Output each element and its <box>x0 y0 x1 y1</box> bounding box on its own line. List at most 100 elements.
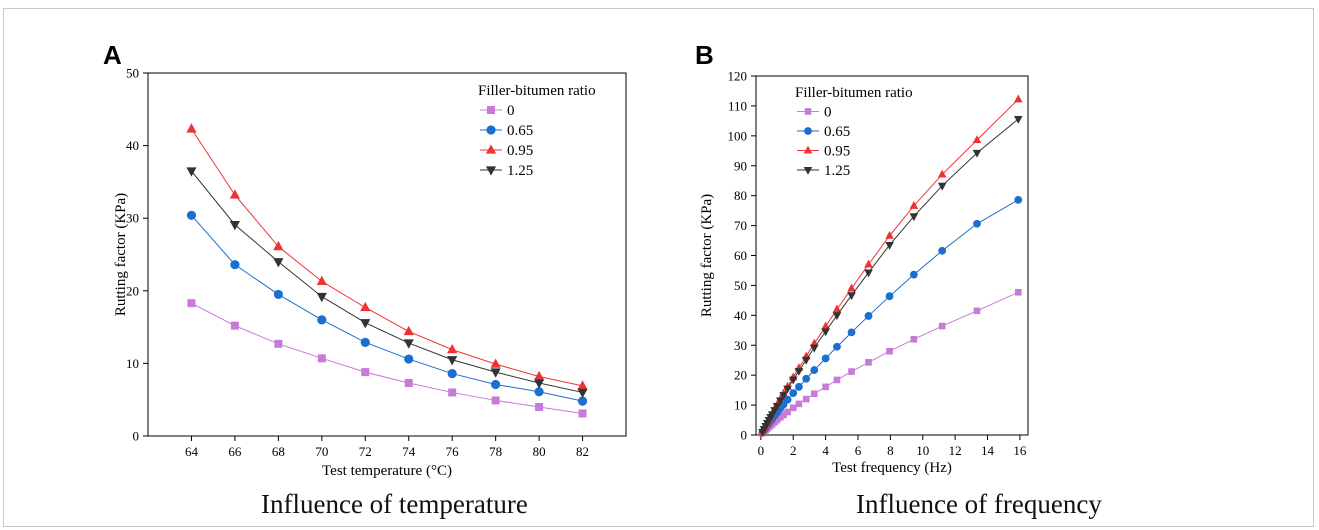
data-point-0.65 <box>821 354 830 363</box>
data-point-1.25 <box>775 397 785 406</box>
y-tick-label: 0 <box>133 429 140 444</box>
panel-b-letter: B <box>695 40 714 70</box>
data-point-0.65 <box>230 260 240 270</box>
y-tick-label: 40 <box>126 138 139 153</box>
data-point-0 <box>973 307 981 315</box>
data-point-0 <box>865 359 872 366</box>
data-point-0 <box>833 376 841 384</box>
data-point-1.25 <box>772 402 782 411</box>
data-point-0 <box>274 339 283 348</box>
data-point-0.65 <box>783 395 792 404</box>
y-tick-label: 80 <box>734 188 747 203</box>
data-point-1.25 <box>577 388 588 399</box>
data-point-1.25 <box>885 241 894 250</box>
legend-marker-1.25 <box>485 166 497 176</box>
legend-label-0: 0 <box>507 103 515 119</box>
data-point-0.95 <box>885 230 894 239</box>
series-line-0.95 <box>762 98 1019 433</box>
data-point-0.95 <box>533 370 545 381</box>
data-point-0 <box>317 354 326 363</box>
data-point-0.95 <box>821 321 830 330</box>
caption-a: Influence of temperature <box>261 489 528 519</box>
caption-b: Influence of frequency <box>856 489 1102 519</box>
x-tick-label: 64 <box>185 444 199 459</box>
data-point-0 <box>784 408 791 416</box>
data-point-0 <box>822 383 829 391</box>
y-tick-label: 100 <box>728 128 748 143</box>
data-point-0 <box>448 388 457 397</box>
x-tick-label: 76 <box>446 444 460 459</box>
x-tick-label: 74 <box>402 444 416 459</box>
x-tick-label: 82 <box>576 444 589 459</box>
data-point-0.95 <box>360 301 371 312</box>
data-point-0.65 <box>909 270 918 279</box>
y-tick-label: 120 <box>728 69 748 84</box>
x-tick-label: 2 <box>790 443 797 458</box>
data-point-0 <box>578 409 587 418</box>
legend-marker-0 <box>804 108 812 115</box>
data-point-0.65 <box>186 210 197 220</box>
x-tick-label: 16 <box>1013 443 1027 458</box>
data-point-0 <box>1014 288 1022 296</box>
legend-title: Filler-bitumen ratio <box>795 85 913 101</box>
data-point-0.65 <box>577 396 588 406</box>
data-point-1.25 <box>937 182 947 191</box>
data-point-1.25 <box>779 392 788 401</box>
series-line-0.95 <box>191 128 583 387</box>
data-point-0.95 <box>1013 94 1023 103</box>
data-point-0 <box>848 368 855 375</box>
y-tick-label: 20 <box>734 368 747 383</box>
data-point-1.25 <box>447 356 458 366</box>
data-point-0.95 <box>847 283 856 292</box>
legend-title: Filler-bitumen ratio <box>478 83 596 99</box>
data-point-1.25 <box>794 367 804 376</box>
y-tick-label: 50 <box>126 66 139 81</box>
x-tick-label: 78 <box>489 444 502 459</box>
legend-marker-0.65 <box>804 127 812 135</box>
data-point-0.65 <box>847 328 856 337</box>
data-point-0.65 <box>810 366 819 374</box>
data-point-0 <box>535 402 544 411</box>
y-axis-title: Rutting factor (KPa) <box>113 193 129 316</box>
y-tick-label: 40 <box>734 308 747 323</box>
data-point-0.95 <box>577 380 588 390</box>
y-tick-label: 10 <box>126 356 139 371</box>
data-point-0.95 <box>403 325 414 336</box>
y-tick-label: 20 <box>126 283 139 298</box>
data-point-1.25 <box>360 319 371 329</box>
data-point-1.25 <box>1013 116 1023 124</box>
legend-label-0.65: 0.65 <box>824 124 850 140</box>
x-tick-label: 0 <box>758 443 765 458</box>
series-line-0 <box>191 302 583 414</box>
data-point-0.65 <box>973 219 981 228</box>
data-point-0.95 <box>972 135 982 144</box>
data-point-1.25 <box>186 167 197 177</box>
data-point-1.25 <box>972 149 982 158</box>
panel-a-letter: A <box>103 40 122 70</box>
y-tick-label: 0 <box>741 428 748 443</box>
data-point-0 <box>795 400 803 408</box>
series-line-0.65 <box>191 214 583 402</box>
data-point-0.65 <box>491 379 501 390</box>
figure-frame <box>3 8 1314 527</box>
data-point-0.65 <box>1014 195 1023 204</box>
data-point-0.65 <box>802 374 811 383</box>
legend-label-0.65: 0.65 <box>507 123 533 139</box>
data-point-0.95 <box>316 275 327 286</box>
x-tick-label: 72 <box>359 444 372 459</box>
data-point-1.25 <box>832 312 842 321</box>
legend-label-1.25: 1.25 <box>507 163 533 179</box>
data-point-0 <box>230 321 239 330</box>
data-point-0.95 <box>909 201 919 209</box>
legend-label-0.95: 0.95 <box>507 143 533 159</box>
data-point-1.25 <box>273 258 284 268</box>
x-axis-title: Test temperature (°C) <box>322 463 452 479</box>
legend-marker-0.95 <box>803 145 813 154</box>
data-point-0.95 <box>937 169 947 178</box>
data-point-0.95 <box>273 240 284 251</box>
data-point-1.25 <box>783 385 792 394</box>
chart-a-group: 64 66 68 70 72 74 76 78 80 82 0 10 20 30 40 50 Test temp… <box>113 66 627 479</box>
data-point-0.65 <box>789 389 798 398</box>
y-tick-label: 30 <box>734 338 747 353</box>
